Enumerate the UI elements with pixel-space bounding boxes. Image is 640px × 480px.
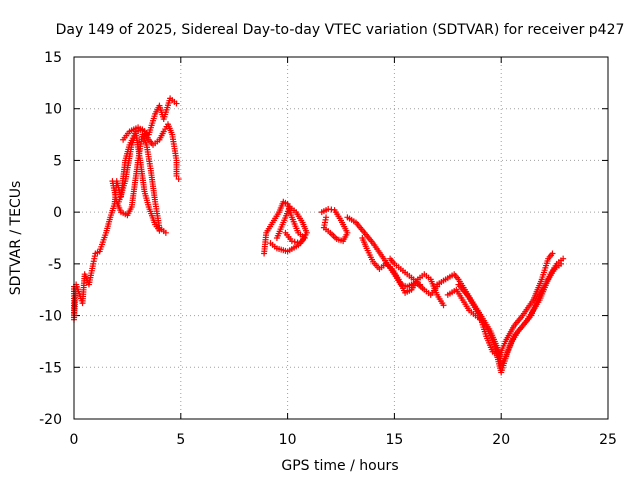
data-point <box>549 250 556 257</box>
x-tick-label: 5 <box>176 432 185 448</box>
series-early-group-d <box>115 130 163 234</box>
data-point <box>297 240 304 247</box>
series-mid-group-d <box>344 214 441 298</box>
y-tick-label: 10 <box>44 102 62 118</box>
y-axis-label: SDTVAR / TECUs <box>8 181 24 296</box>
data-point <box>162 229 169 236</box>
data-point <box>156 227 163 234</box>
y-tick-label: 0 <box>53 205 62 221</box>
series-mid-group-e <box>359 235 447 309</box>
data-point <box>560 255 567 262</box>
series-mid-group-b <box>273 203 310 247</box>
data-point <box>282 229 289 236</box>
y-tick-label: 5 <box>53 153 62 169</box>
series-mid-group-f <box>387 255 424 288</box>
plot-frame <box>73 56 609 420</box>
series-early-group-c <box>120 121 182 183</box>
y-tick-label: -5 <box>48 257 62 273</box>
series-mid-group-a <box>261 198 308 257</box>
x-tick-label: 20 <box>492 432 510 448</box>
data-point <box>294 239 301 246</box>
data-point <box>323 214 330 221</box>
chart-title: Day 149 of 2025, Sidereal Day-to-day VTE… <box>56 22 625 38</box>
data-point <box>440 302 447 309</box>
data-point <box>173 100 180 107</box>
y-tick-label: 15 <box>44 50 62 66</box>
y-tick-label: -10 <box>39 309 62 325</box>
data-point <box>173 172 180 179</box>
series-late-group-c <box>455 250 556 360</box>
tick-layer: 0 5 10 15 20 25 -20 -15 -10 -5 0 5 10 15 <box>39 50 617 448</box>
data-points-layer <box>71 95 567 376</box>
y-tick-label: -20 <box>39 412 62 428</box>
data-point <box>267 240 274 247</box>
y-tick-label: -15 <box>39 360 62 376</box>
grid-layer <box>74 57 608 419</box>
series-late-group-b <box>444 260 565 376</box>
data-point <box>291 238 298 245</box>
x-axis-label: GPS time / hours <box>281 458 398 474</box>
series-mid-group-c <box>318 206 351 245</box>
data-point <box>417 281 424 288</box>
data-point <box>175 176 182 183</box>
x-tick-label: 15 <box>385 432 403 448</box>
x-tick-label: 25 <box>599 432 617 448</box>
data-point <box>558 260 565 267</box>
x-tick-label: 10 <box>279 432 297 448</box>
x-tick-label: 0 <box>70 432 79 448</box>
